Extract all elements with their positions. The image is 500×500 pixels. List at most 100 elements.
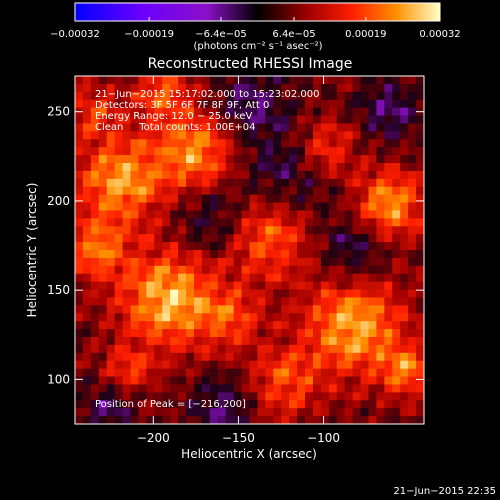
heatmap-cell xyxy=(408,400,417,409)
heatmap-cell xyxy=(344,376,354,385)
heatmap-cell xyxy=(416,186,424,196)
heatmap-cell xyxy=(344,170,354,180)
heatmap-cell xyxy=(225,186,235,196)
heatmap-cell xyxy=(312,360,322,370)
heatmap-cell xyxy=(360,265,369,275)
heatmap-cell xyxy=(289,305,298,314)
heatmap-cell xyxy=(376,242,385,251)
heatmap-cell xyxy=(352,360,361,370)
heatmap-cell xyxy=(416,234,424,243)
heatmap-cell xyxy=(186,242,195,251)
heatmap-cell xyxy=(241,321,250,330)
heatmap-cell xyxy=(75,344,84,354)
heatmap-cell xyxy=(114,384,123,393)
heatmap-cell xyxy=(344,115,354,124)
heatmap-cell xyxy=(281,155,290,164)
heatmap-cell xyxy=(249,202,258,211)
heatmap-cell xyxy=(281,265,290,275)
heatmap-cell xyxy=(90,400,100,409)
heatmap-cell xyxy=(114,147,123,156)
heatmap-cell xyxy=(154,155,163,164)
heatmap-cell xyxy=(217,329,227,338)
heatmap-cell xyxy=(130,178,139,188)
heatmap-cell xyxy=(400,265,409,275)
heatmap-cell xyxy=(289,360,298,370)
heatmap-cell xyxy=(201,305,211,314)
heatmap-cell xyxy=(130,400,139,409)
heatmap-cell xyxy=(376,408,385,417)
heatmap-cell xyxy=(265,360,274,370)
heatmap-cell xyxy=(312,91,322,101)
heatmap-cell xyxy=(114,242,123,251)
heatmap-cell xyxy=(297,186,306,196)
heatmap-cell xyxy=(241,408,250,417)
heatmap-cell xyxy=(336,392,346,401)
heatmap-cell xyxy=(376,337,385,346)
heatmap-cell xyxy=(146,202,155,211)
heatmap-cell xyxy=(217,416,227,424)
heatmap-cell xyxy=(368,250,377,259)
heatmap-cell xyxy=(360,218,369,227)
heatmap-cell xyxy=(305,257,314,267)
heatmap-cell xyxy=(122,281,131,290)
heatmap-cell xyxy=(193,408,203,417)
heatmap-cell xyxy=(320,344,330,354)
heatmap-cell xyxy=(312,400,322,409)
heatmap-cell xyxy=(138,155,147,164)
heatmap-cell xyxy=(376,416,385,424)
heatmap-cell xyxy=(297,376,306,385)
heatmap-cell xyxy=(106,210,116,219)
heatmap-cell xyxy=(154,234,163,243)
heatmap-cell xyxy=(408,186,417,196)
heatmap-cell xyxy=(233,313,242,322)
heatmap-cell xyxy=(352,76,361,85)
heatmap-cell xyxy=(312,281,322,290)
heatmap-cell xyxy=(344,210,354,219)
heatmap-cell xyxy=(217,202,227,211)
heatmap-cell xyxy=(162,289,171,298)
heatmap-cell xyxy=(376,91,385,101)
heatmap-cell xyxy=(281,170,290,180)
heatmap-cell xyxy=(130,313,139,322)
heatmap-cell xyxy=(273,186,282,196)
colorbar-tick-label: 0.00032 xyxy=(419,29,460,40)
heatmap-cell xyxy=(170,202,179,211)
heatmap-cell xyxy=(90,91,100,101)
heatmap-cell xyxy=(170,376,179,385)
heatmap-cell xyxy=(352,368,361,377)
heatmap-cell xyxy=(201,360,211,370)
heatmap-cell xyxy=(90,376,100,385)
heatmap-cell xyxy=(90,170,100,180)
heatmap-cell xyxy=(408,234,417,243)
heatmap-cell xyxy=(122,218,131,227)
heatmap-cell xyxy=(384,218,393,227)
heatmap-cell xyxy=(154,352,163,362)
heatmap-cell xyxy=(352,297,361,306)
heatmap-cell xyxy=(408,155,417,164)
heatmap-cell xyxy=(130,226,139,235)
heatmap-cell xyxy=(408,250,417,259)
heatmap-cell xyxy=(130,352,139,362)
heatmap-cell xyxy=(82,226,92,235)
heatmap-cell xyxy=(209,416,219,424)
heatmap-cell xyxy=(344,186,354,196)
heatmap-cell xyxy=(289,226,298,235)
heatmap-cell xyxy=(138,329,147,338)
heatmap-cell xyxy=(130,416,139,424)
heatmap-cell xyxy=(392,76,401,85)
heatmap-cell xyxy=(328,194,338,203)
heatmap-cell xyxy=(201,99,211,109)
heatmap-cell xyxy=(320,107,330,116)
heatmap-cell xyxy=(400,155,409,164)
heatmap-cell xyxy=(114,178,123,188)
heatmap-cell xyxy=(297,384,306,393)
heatmap-cell xyxy=(336,281,346,290)
heatmap-cell xyxy=(178,91,187,101)
heatmap-cell xyxy=(360,186,369,196)
heatmap-cell xyxy=(281,123,290,132)
heatmap-cell xyxy=(114,202,123,211)
heatmap-cell xyxy=(392,123,401,132)
heatmap-cell xyxy=(289,337,298,346)
heatmap-cell xyxy=(392,202,401,211)
heatmap-cell xyxy=(217,210,227,219)
